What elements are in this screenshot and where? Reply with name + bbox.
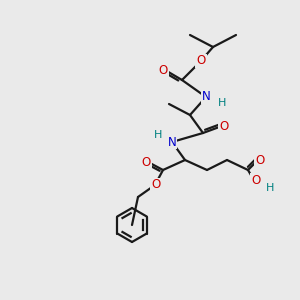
Text: O: O <box>251 173 261 187</box>
Text: N: N <box>202 91 210 103</box>
Text: O: O <box>158 64 168 76</box>
Text: O: O <box>255 154 265 166</box>
Text: H: H <box>154 130 162 140</box>
Text: O: O <box>196 55 206 68</box>
Text: H: H <box>218 98 226 108</box>
Text: H: H <box>266 183 274 193</box>
Text: N: N <box>168 136 176 148</box>
Text: O: O <box>219 119 229 133</box>
Text: O: O <box>141 155 151 169</box>
Text: O: O <box>152 178 160 191</box>
